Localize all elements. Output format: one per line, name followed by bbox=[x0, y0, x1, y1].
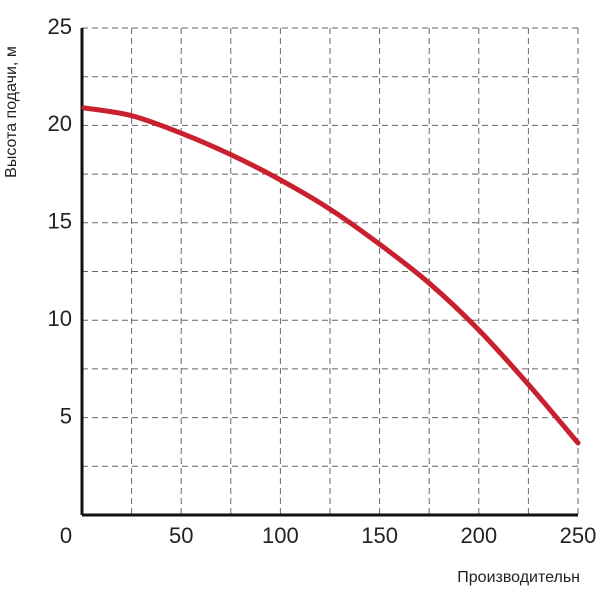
x-tick-label: 150 bbox=[361, 523, 398, 548]
x-tick-label: 200 bbox=[460, 523, 497, 548]
y-tick-label: 20 bbox=[48, 111, 72, 136]
x-axis-label: Производительн bbox=[457, 569, 580, 586]
x-tick-label: 250 bbox=[560, 523, 597, 548]
x-tick-label: 50 bbox=[169, 523, 193, 548]
y-tick-label: 10 bbox=[48, 306, 72, 331]
y-tick-label: 5 bbox=[60, 403, 72, 428]
x-tick-label: 0 bbox=[60, 523, 72, 548]
y-tick-label: 15 bbox=[48, 209, 72, 234]
y-axis-label: Высота подачи, м bbox=[3, 46, 20, 178]
x-tick-label: 100 bbox=[262, 523, 299, 548]
curve bbox=[81, 105, 581, 446]
y-tick-label: 25 bbox=[48, 14, 72, 39]
